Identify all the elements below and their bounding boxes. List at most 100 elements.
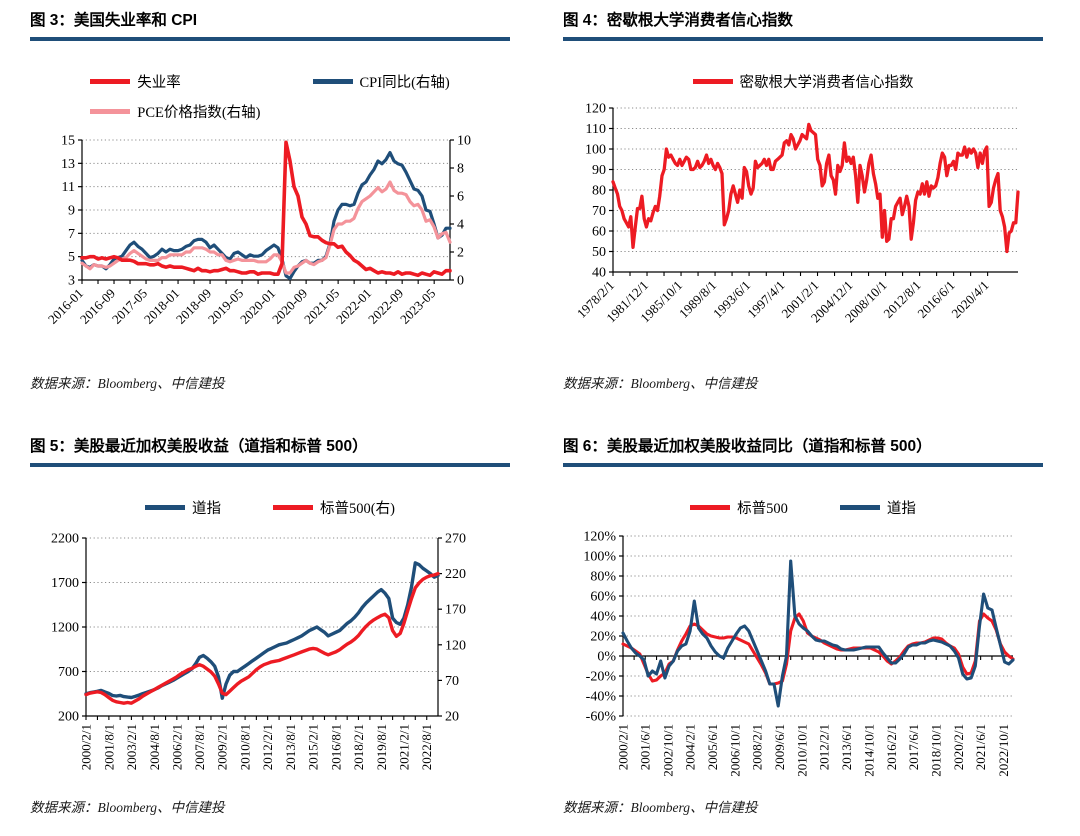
svg-text:0%: 0% (597, 650, 616, 665)
svg-text:-20%: -20% (586, 670, 617, 685)
svg-text:2010/10/1: 2010/10/1 (795, 724, 810, 777)
svg-text:-40%: -40% (586, 690, 617, 705)
svg-text:13: 13 (61, 157, 75, 172)
svg-text:120: 120 (585, 102, 606, 117)
svg-text:2012/2/1: 2012/2/1 (817, 724, 832, 770)
svg-text:100: 100 (585, 143, 606, 158)
svg-text:10: 10 (457, 134, 471, 149)
svg-text:2020/2/1: 2020/2/1 (951, 724, 966, 770)
svg-text:40: 40 (592, 266, 606, 281)
svg-text:6: 6 (457, 190, 464, 205)
svg-text:200: 200 (58, 710, 79, 725)
figure-6-title-underline (563, 463, 1043, 467)
svg-text:2018/2/1: 2018/2/1 (351, 724, 366, 770)
svg-text:2000/2/1: 2000/2/1 (616, 724, 631, 770)
svg-text:40%: 40% (590, 610, 616, 625)
svg-text:2010/8/1: 2010/8/1 (238, 724, 253, 770)
svg-text:15: 15 (61, 134, 75, 149)
legend-item: 密歇根大学消费者信心指数 (692, 71, 914, 92)
figure-4-chart-michigan-sentiment: 1201101009080706050401978/2/11981/12/119… (574, 102, 1020, 325)
figure-3-title: 图 3：美国失业率和 CPI (30, 12, 198, 29)
legend-item: 道指 (145, 497, 221, 518)
svg-text:2005/6/1: 2005/6/1 (705, 724, 720, 770)
svg-text:2000/2/1: 2000/2/1 (79, 724, 94, 770)
svg-text:2015/2/1: 2015/2/1 (306, 724, 321, 770)
figure-4-title: 图 4：密歇根大学消费者信心指数 (563, 12, 793, 29)
legend-line-swatch-icon (90, 79, 131, 84)
figure-3-source: 数据来源：Bloomberg、中信建投 (30, 376, 225, 391)
figure-5-legend: 道指 标普500(右) (30, 497, 510, 518)
svg-text:2003/2/1: 2003/2/1 (124, 724, 139, 770)
svg-text:2016/8/1: 2016/8/1 (328, 724, 343, 770)
svg-text:1993/6/1: 1993/6/1 (710, 278, 753, 321)
figure-3-legend: 失业率 CPI同比(右轴) PCE价格指数(右轴) (30, 71, 510, 122)
figure-5-title: 图 5：美股最近加权美股收益（道指和标普 500） (30, 438, 368, 455)
legend-item: 失业率 (90, 71, 181, 92)
figure-6-chart-dow-sp500-earnings-yoy: 120% 100% 80% 60% 40% 20% 0% -20% -40% -60%2000/2… (583, 530, 1015, 777)
svg-text:1700: 1700 (51, 576, 79, 591)
svg-text:220: 220 (445, 567, 466, 582)
svg-text:2006/10/1: 2006/10/1 (727, 724, 742, 777)
legend-line-swatch-icon (273, 505, 314, 510)
figure-4-title-underline (563, 37, 1043, 41)
figure-3-chart-unemployment-cpi: 151311975310864202016-012016-092017-0520… (45, 134, 471, 327)
figure-6: 图 6：美股最近加权美股收益同比（道指和标普 500） 标普500 道指 120%… (540, 418, 1080, 836)
svg-text:2021/2/1: 2021/2/1 (396, 724, 411, 770)
legend-line-swatch-icon (839, 505, 880, 510)
svg-text:70: 70 (445, 674, 459, 689)
legend-line-swatch-icon (90, 109, 131, 114)
svg-text:2019/8/1: 2019/8/1 (374, 724, 389, 770)
svg-text:170: 170 (445, 603, 466, 618)
svg-text:8: 8 (457, 162, 464, 177)
svg-text:80%: 80% (590, 570, 616, 585)
legend-label: 密歇根大学消费者信心指数 (739, 75, 914, 91)
svg-text:2009/2/1: 2009/2/1 (215, 724, 230, 770)
svg-text:110: 110 (586, 122, 606, 137)
legend-label: 标普500 (737, 501, 788, 517)
figure-6-legend: 标普500 道指 (563, 497, 1043, 518)
svg-text:2008/2/1: 2008/2/1 (750, 724, 765, 770)
legend-item: CPI同比(右轴) (312, 71, 450, 92)
svg-text:4: 4 (457, 218, 464, 233)
svg-text:2: 2 (457, 246, 464, 261)
legend-item: PCE价格指数(右轴) (90, 101, 261, 122)
svg-text:80: 80 (592, 184, 606, 199)
svg-text:3: 3 (68, 274, 75, 289)
svg-text:50: 50 (592, 245, 606, 260)
svg-text:2017/6/1: 2017/6/1 (906, 724, 921, 770)
svg-text:2001/6/1: 2001/6/1 (638, 724, 653, 770)
figure-5-source: 数据来源：Bloomberg、中信建投 (30, 800, 225, 815)
svg-text:2013/8/1: 2013/8/1 (283, 724, 298, 770)
svg-text:2022/8/1: 2022/8/1 (419, 724, 434, 770)
svg-text:270: 270 (445, 532, 466, 547)
svg-text:70: 70 (592, 204, 606, 219)
legend-line-swatch-icon (312, 79, 353, 84)
svg-text:2002/10/1: 2002/10/1 (660, 724, 675, 777)
svg-text:2012/2/1: 2012/2/1 (260, 724, 275, 770)
svg-text:120: 120 (445, 638, 466, 653)
legend-item: 标普500(右) (273, 497, 395, 518)
svg-text:2022/10/1: 2022/10/1 (996, 724, 1011, 777)
figure-4: 图 4：密歇根大学消费者信心指数 密歇根大学消费者信心指数 120 110 100 9… (540, 0, 1080, 418)
svg-text:2004/2/1: 2004/2/1 (683, 724, 698, 770)
figure-5-title-underline (30, 463, 510, 467)
svg-text:0: 0 (457, 274, 464, 289)
svg-text:2004/8/1: 2004/8/1 (147, 724, 162, 770)
svg-text:700: 700 (58, 665, 79, 680)
svg-text:20%: 20% (590, 630, 616, 645)
svg-text:20: 20 (445, 710, 459, 725)
figure-3-title-underline (30, 37, 510, 41)
svg-text:2014/10/1: 2014/10/1 (862, 724, 877, 777)
svg-text:90: 90 (592, 163, 606, 178)
legend-label: 道指 (192, 501, 222, 517)
svg-text:9: 9 (68, 204, 75, 219)
legend-label: 标普500(右) (320, 501, 395, 517)
svg-text:2007/8/1: 2007/8/1 (192, 724, 207, 770)
legend-label: 道指 (886, 501, 916, 517)
figure-4-legend: 密歇根大学消费者信心指数 (563, 71, 1043, 92)
svg-text:100%: 100% (583, 550, 616, 565)
svg-text:2009/6/1: 2009/6/1 (772, 724, 787, 770)
figure-4-source: 数据来源：Bloomberg、中信建投 (563, 376, 758, 391)
svg-text:1200: 1200 (51, 621, 79, 636)
svg-text:-60%: -60% (586, 710, 617, 725)
